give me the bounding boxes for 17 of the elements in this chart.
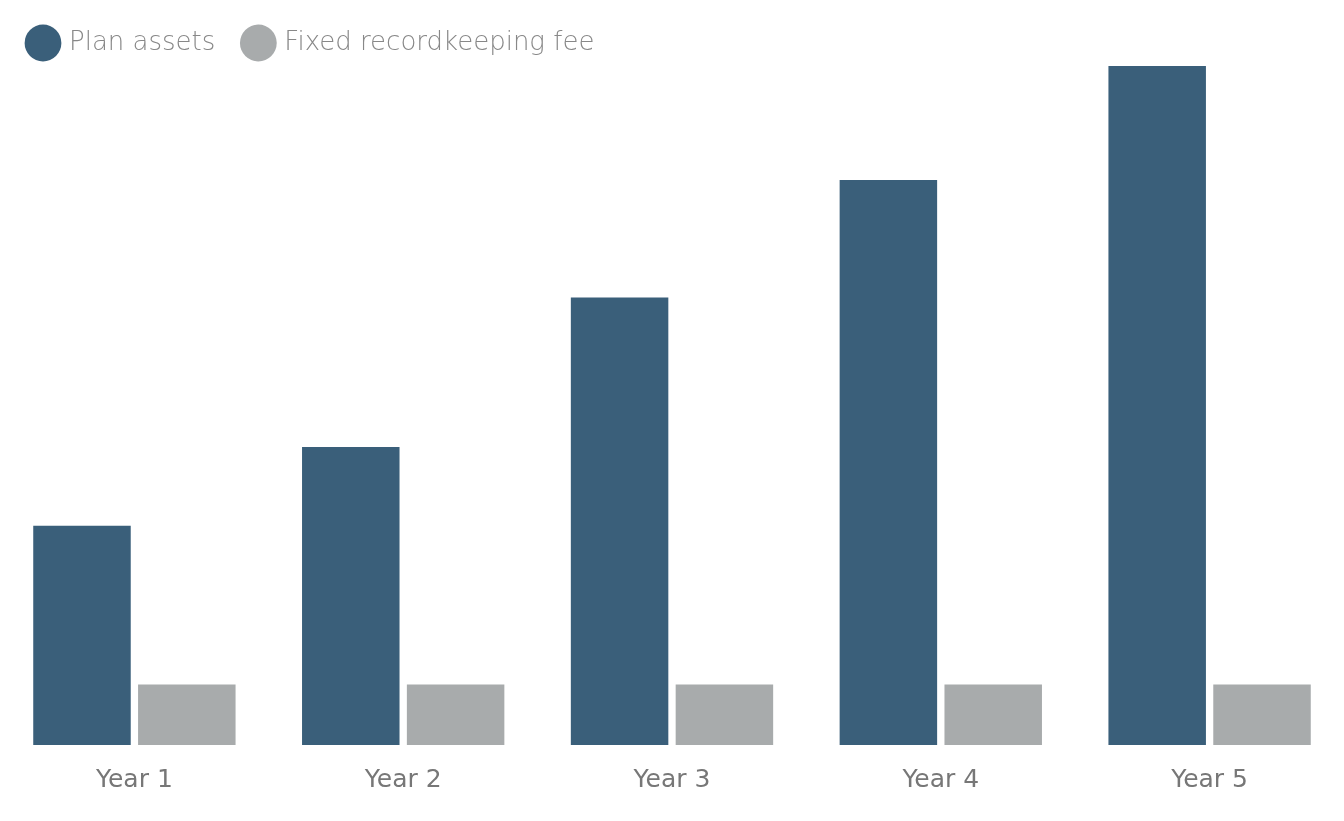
x-tick-label: Year 3 [632,763,711,793]
bar [33,525,131,745]
legend-label: Plan assets [69,25,216,56]
x-tick-label: Year 2 [363,763,442,793]
x-tick-label: Year 4 [901,763,980,793]
x-tick-label: Year 5 [1170,763,1248,793]
bar [570,297,669,745]
legend-label: Fixed recordkeeping fee [284,25,595,56]
bar [944,684,1042,745]
bar [302,446,400,745]
bar [1108,66,1206,745]
x-tick-label: Year 1 [95,763,173,793]
bar [675,684,774,745]
bar [839,180,938,745]
bar [138,684,236,745]
bar [406,684,505,745]
bar [1213,684,1311,745]
